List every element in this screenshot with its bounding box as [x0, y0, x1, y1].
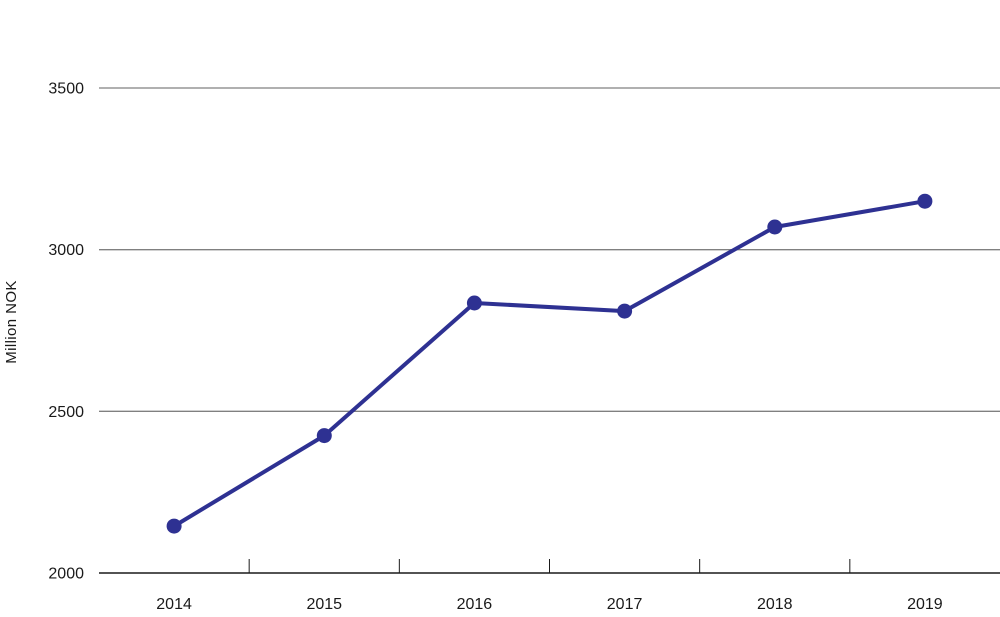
x-tick-label: 2016: [457, 596, 493, 613]
x-tick-label: 2018: [757, 596, 793, 613]
y-tick-label: 3000: [48, 242, 84, 259]
y-tick-label: 3500: [48, 81, 84, 98]
data-point-2014: [166, 518, 182, 534]
y-tick-label: 2000: [48, 566, 84, 583]
x-tick-label: 2017: [607, 596, 643, 613]
x-tick-label: 2015: [306, 596, 342, 613]
data-point-2018: [767, 219, 783, 235]
data-point-2019: [917, 193, 933, 209]
data-point-2017: [617, 303, 633, 319]
x-tick-label: 2019: [907, 596, 943, 613]
data-point-2016: [466, 295, 482, 311]
data-point-2015: [316, 428, 332, 444]
y-axis-title: Million NOK: [3, 280, 20, 364]
x-tick-label: 2014: [156, 596, 192, 613]
y-tick-label: 2500: [48, 404, 84, 421]
data-line: [172, 199, 927, 529]
